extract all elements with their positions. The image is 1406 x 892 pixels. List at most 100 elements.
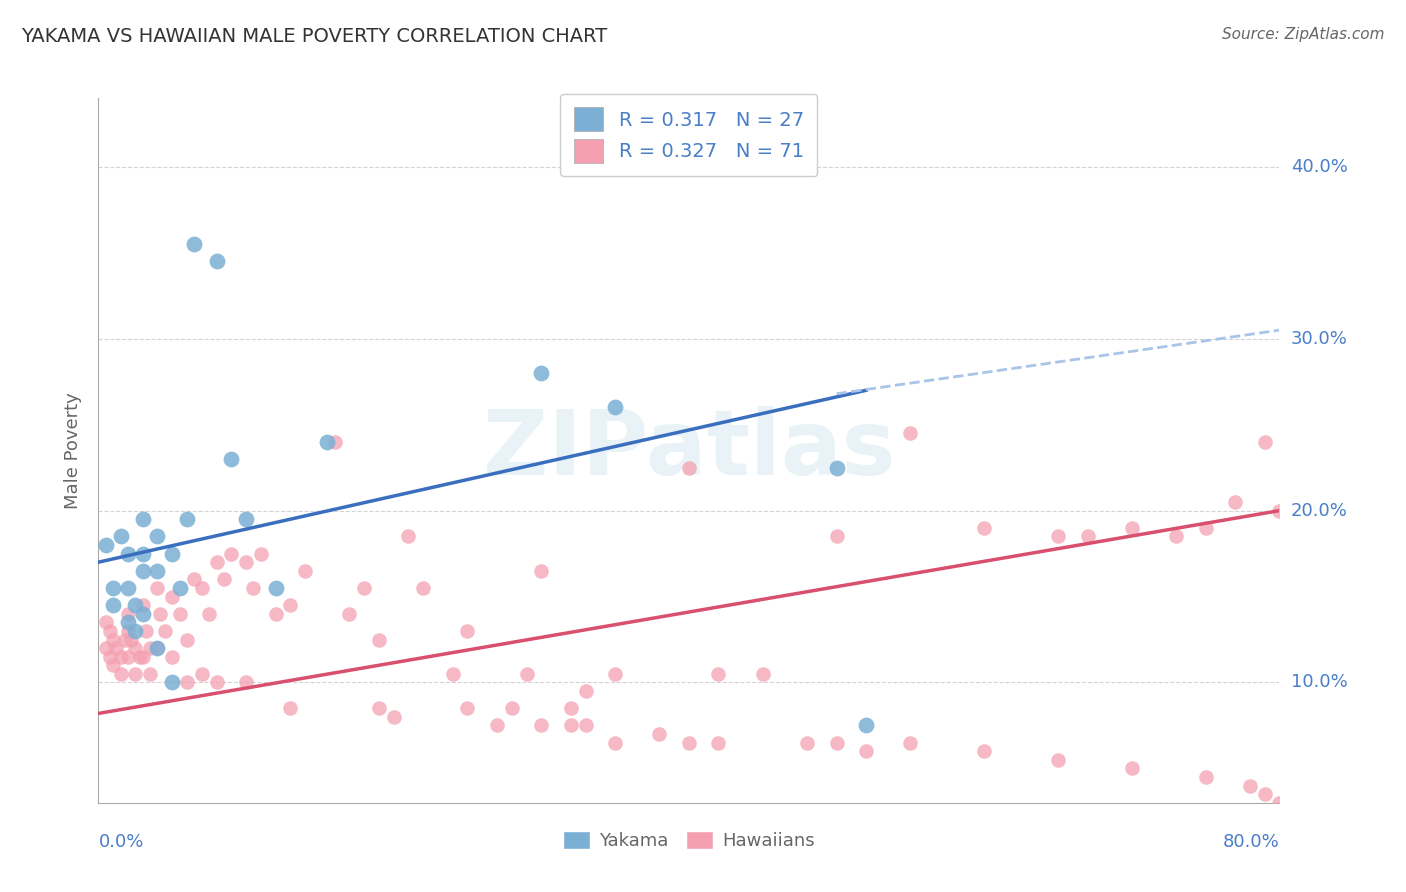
Point xyxy=(1254,787,1277,801)
Point xyxy=(825,460,848,475)
Point xyxy=(98,624,121,638)
Point xyxy=(382,710,405,724)
Point xyxy=(117,615,139,630)
Point xyxy=(398,529,420,543)
Point xyxy=(146,581,169,595)
Point xyxy=(242,581,264,595)
Point xyxy=(316,434,339,449)
Point xyxy=(132,649,155,664)
Point xyxy=(1195,521,1218,535)
Point xyxy=(368,632,391,647)
Point xyxy=(94,641,117,656)
Point xyxy=(530,564,553,578)
Point xyxy=(114,632,136,647)
Point xyxy=(1121,521,1143,535)
Point xyxy=(605,401,627,415)
Point xyxy=(560,718,582,732)
Point xyxy=(707,736,730,750)
Text: YAKAMA VS HAWAIIAN MALE POVERTY CORRELATION CHART: YAKAMA VS HAWAIIAN MALE POVERTY CORRELAT… xyxy=(21,27,607,45)
Point xyxy=(124,666,146,681)
Point xyxy=(1268,796,1291,810)
Point xyxy=(128,649,150,664)
Point xyxy=(235,512,257,526)
Point xyxy=(103,581,125,595)
Point xyxy=(205,675,228,690)
Point xyxy=(124,598,146,612)
Point xyxy=(132,512,155,526)
Point xyxy=(117,607,139,621)
Point xyxy=(1046,753,1070,767)
Point xyxy=(264,581,287,595)
Point xyxy=(648,727,671,741)
Point xyxy=(146,529,169,543)
Point xyxy=(530,718,553,732)
Point xyxy=(205,555,228,569)
Point xyxy=(1046,529,1070,543)
Point xyxy=(176,632,198,647)
Point xyxy=(855,744,877,758)
Point xyxy=(146,564,169,578)
Text: 40.0%: 40.0% xyxy=(1291,158,1347,176)
Point xyxy=(1239,779,1261,793)
Point xyxy=(212,573,235,587)
Point xyxy=(117,649,139,664)
Point xyxy=(176,512,198,526)
Point xyxy=(264,607,287,621)
Point xyxy=(575,684,598,698)
Point xyxy=(294,564,316,578)
Point xyxy=(124,641,146,656)
Point xyxy=(605,666,627,681)
Point xyxy=(162,590,183,604)
Point xyxy=(678,460,700,475)
Point xyxy=(973,744,995,758)
Text: 20.0%: 20.0% xyxy=(1291,501,1347,520)
Point xyxy=(205,254,228,268)
Point xyxy=(153,624,176,638)
Y-axis label: Male Poverty: Male Poverty xyxy=(65,392,83,508)
Point xyxy=(353,581,375,595)
Point xyxy=(323,434,346,449)
Point xyxy=(117,581,139,595)
Text: 0.0%: 0.0% xyxy=(98,833,143,851)
Legend: Yakama, Hawaiians: Yakama, Hawaiians xyxy=(555,823,823,857)
Point xyxy=(169,607,191,621)
Point xyxy=(339,607,361,621)
Point xyxy=(280,598,302,612)
Point xyxy=(235,555,257,569)
Point xyxy=(560,701,582,715)
Point xyxy=(110,666,132,681)
Point xyxy=(796,736,818,750)
Point xyxy=(132,598,155,612)
Point xyxy=(605,736,627,750)
Point xyxy=(183,573,205,587)
Point xyxy=(1254,434,1277,449)
Text: ZIPatlas: ZIPatlas xyxy=(482,407,896,494)
Point xyxy=(752,666,775,681)
Point xyxy=(221,452,243,467)
Point xyxy=(575,718,598,732)
Text: Source: ZipAtlas.com: Source: ZipAtlas.com xyxy=(1222,27,1385,42)
Point xyxy=(94,615,117,630)
Point xyxy=(94,538,117,552)
Point xyxy=(110,529,132,543)
Point xyxy=(1268,503,1291,517)
Point xyxy=(135,624,157,638)
Point xyxy=(368,701,391,715)
Point xyxy=(132,564,155,578)
Point xyxy=(1225,495,1247,509)
Point xyxy=(707,666,730,681)
Point xyxy=(1121,761,1143,775)
Point xyxy=(169,581,191,595)
Point xyxy=(250,547,273,561)
Point xyxy=(117,624,139,638)
Point xyxy=(110,649,132,664)
Point xyxy=(486,718,509,732)
Point xyxy=(825,736,848,750)
Point xyxy=(855,718,877,732)
Point xyxy=(441,666,464,681)
Point xyxy=(1195,770,1218,784)
Point xyxy=(900,736,922,750)
Point xyxy=(139,666,162,681)
Point xyxy=(1077,529,1099,543)
Point xyxy=(973,521,995,535)
